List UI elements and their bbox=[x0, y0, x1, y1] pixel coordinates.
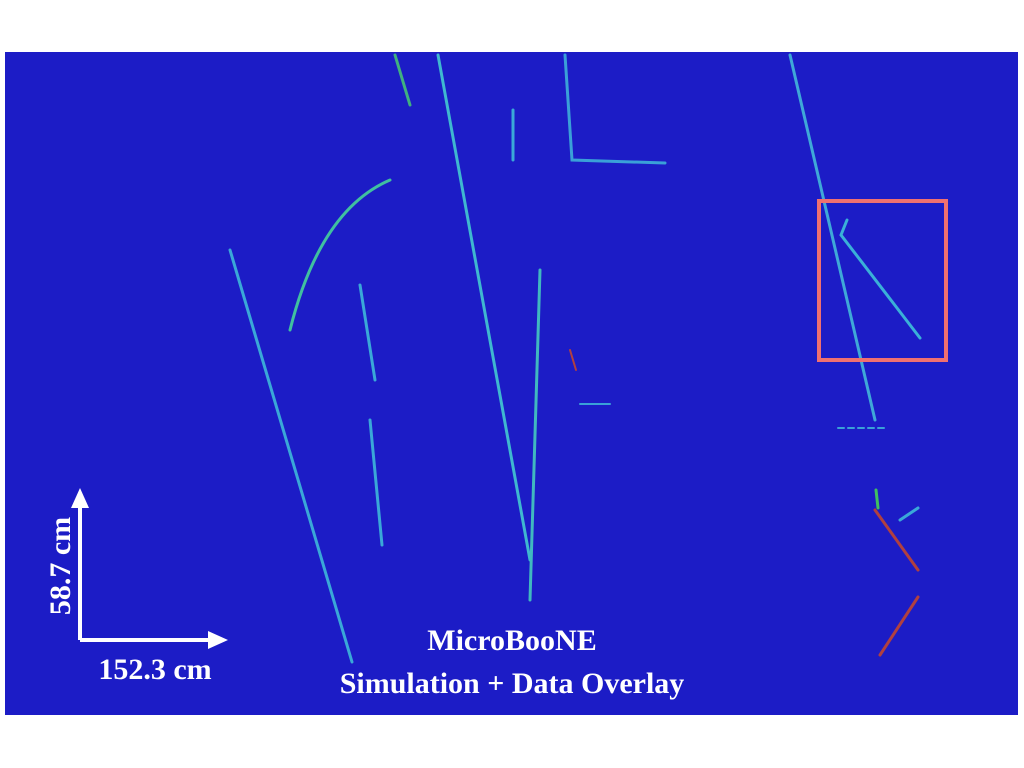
track bbox=[873, 508, 920, 572]
track bbox=[393, 53, 412, 107]
track bbox=[528, 268, 542, 602]
particle-tracks bbox=[228, 53, 922, 664]
track bbox=[563, 53, 667, 165]
arrow-head bbox=[71, 488, 89, 508]
horizontal-scale-label: 152.3 cm bbox=[98, 653, 211, 686]
track bbox=[288, 178, 392, 332]
track bbox=[878, 595, 920, 657]
detector-view bbox=[5, 52, 1018, 715]
caption-subtitle: Simulation + Data Overlay bbox=[340, 667, 685, 700]
track bbox=[569, 349, 577, 371]
track bbox=[436, 53, 532, 562]
track bbox=[228, 248, 354, 664]
highlight-box bbox=[817, 199, 948, 362]
track bbox=[368, 418, 384, 547]
scale-arrows bbox=[71, 488, 228, 649]
track bbox=[874, 488, 880, 510]
track bbox=[898, 506, 920, 522]
vertical-scale-label: 58.7 cm bbox=[44, 517, 77, 615]
track bbox=[358, 283, 377, 382]
track bbox=[839, 218, 922, 340]
caption-title: MicroBooNE bbox=[427, 624, 596, 657]
arrow-head bbox=[208, 631, 228, 649]
